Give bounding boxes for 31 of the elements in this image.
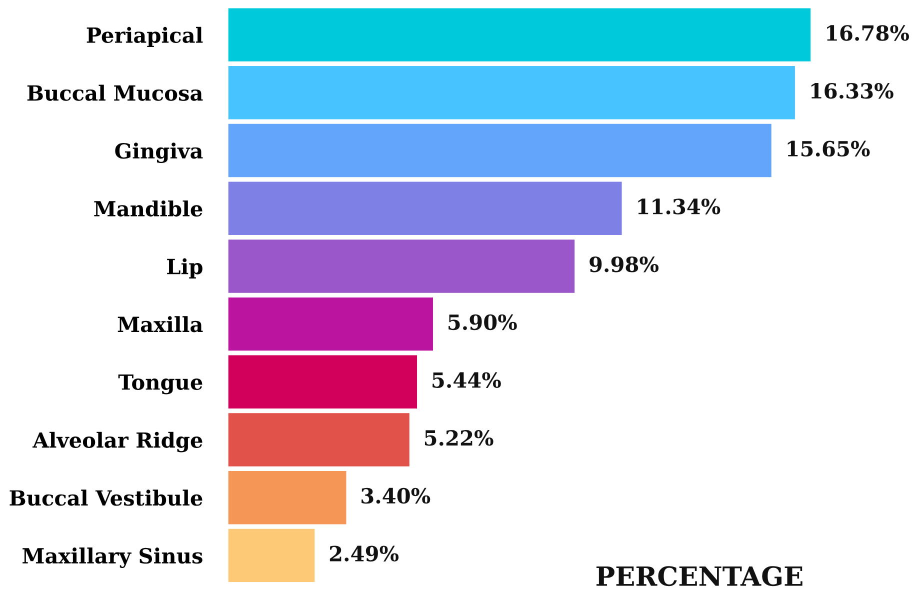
bar <box>228 8 811 62</box>
data-label: 5.90% <box>448 314 517 330</box>
data-label: 16.33% <box>811 82 894 99</box>
bar <box>228 470 346 524</box>
data-label: 2.49% <box>330 546 399 562</box>
bar <box>228 297 433 351</box>
y-tick-label: Mandible <box>94 200 202 217</box>
y-tick-label: Buccal Mucosa <box>27 84 203 101</box>
data-label: 5.22% <box>424 430 494 446</box>
bar <box>228 355 418 409</box>
y-tick-label: Buccal Vestibule <box>10 490 202 506</box>
y-tick-label: Lip <box>167 258 202 278</box>
data-label: 5.44% <box>432 372 501 388</box>
y-tick-label: Maxilla <box>118 316 203 332</box>
data-label: 3.40% <box>362 488 430 504</box>
data-label: 16.78% <box>827 25 909 41</box>
y-tick-label: Alveolar Ridge <box>32 432 202 452</box>
bar <box>228 66 795 120</box>
y-tick-label: Gingiva <box>115 142 203 164</box>
y-tick-label: Maxillary Sinus <box>22 548 202 568</box>
bar <box>228 182 622 235</box>
y-tick-label: Periapical <box>86 26 203 48</box>
x-axis-title: PERCENTAGE <box>596 566 802 586</box>
y-tick-label: Tongue <box>118 374 202 394</box>
bar <box>228 124 772 178</box>
bar <box>228 528 315 582</box>
bar <box>228 240 575 293</box>
data-label: 15.65% <box>788 140 870 157</box>
data-label: 11.34% <box>638 198 720 214</box>
bar <box>228 413 410 466</box>
data-label: 9.98% <box>590 256 658 272</box>
